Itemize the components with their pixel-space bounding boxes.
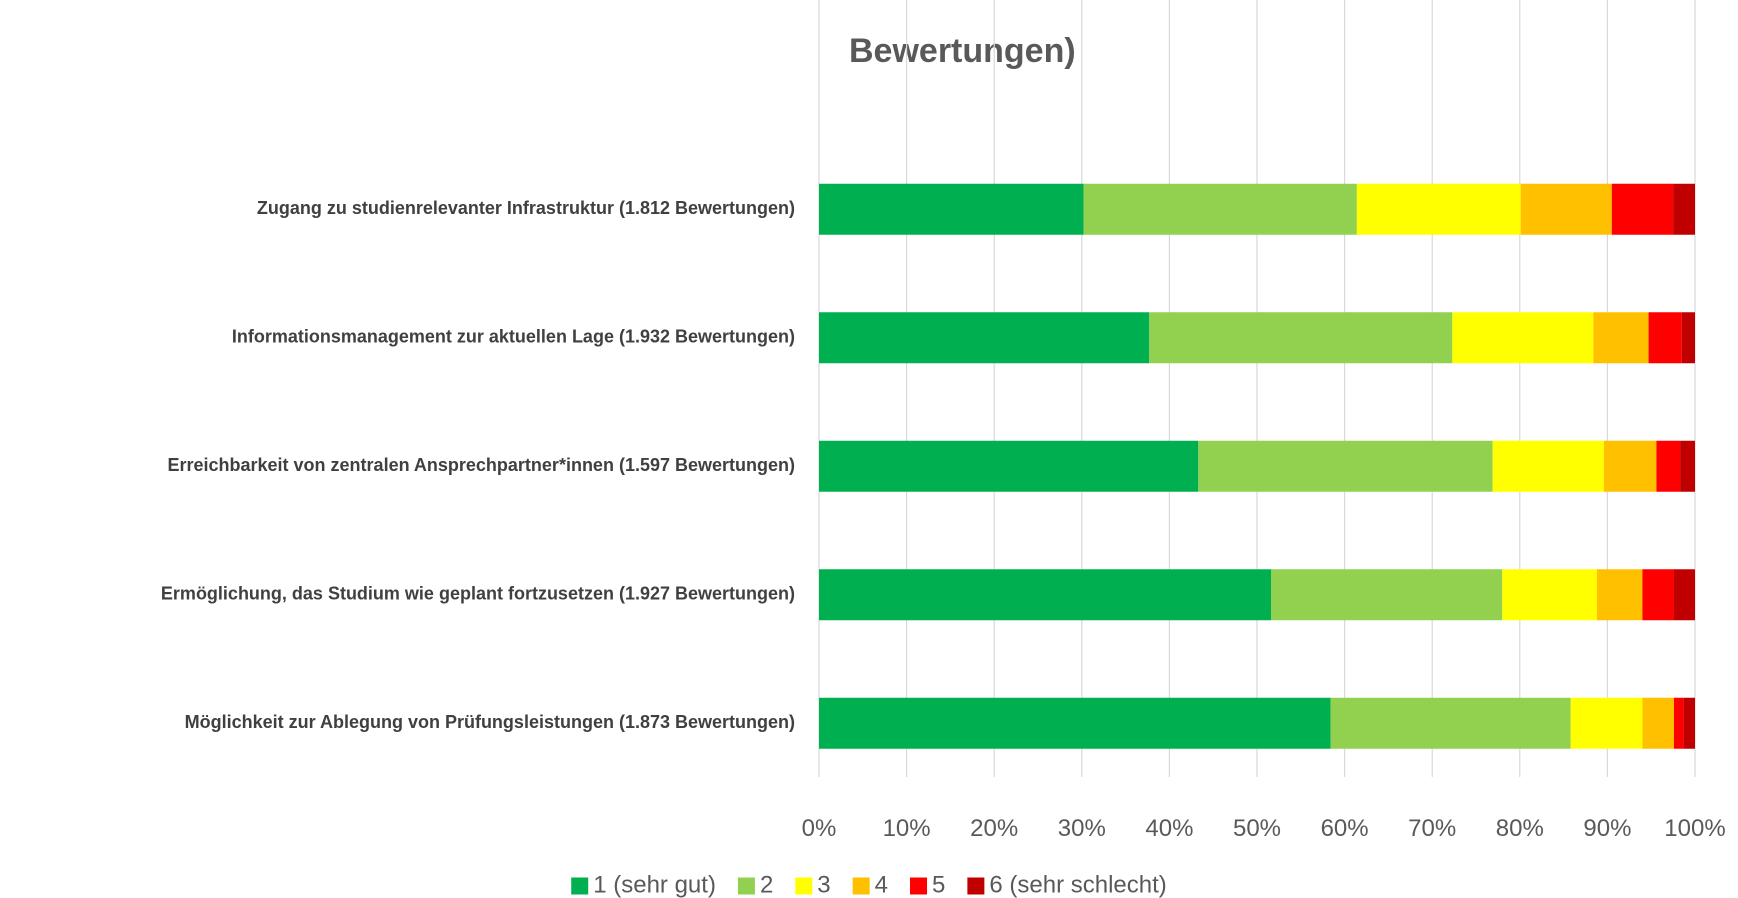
x-tick-label: 50% — [1233, 815, 1281, 842]
x-tick-label: 0% — [802, 815, 837, 842]
bar-segment — [1149, 312, 1453, 364]
bar-segment — [1603, 440, 1657, 492]
bar-segment — [1681, 312, 1695, 364]
bar-segment — [1356, 183, 1521, 235]
legend-swatch — [967, 877, 985, 895]
bar-segment — [1271, 569, 1503, 621]
legend: 1 (sehr gut) 2 3 4 5 6 (sehr schlecht) — [571, 871, 1167, 898]
bar-segment — [1656, 440, 1681, 492]
category-label: Erreichbarkeit von zentralen Ansprechpar… — [167, 455, 795, 475]
bar-segment — [1596, 569, 1643, 621]
x-tick-label: 40% — [1145, 815, 1193, 842]
legend-label: 6 (sehr schlecht) — [989, 871, 1166, 898]
legend-label: 4 — [875, 871, 888, 898]
bar-segment — [819, 569, 1272, 621]
bar-segment — [819, 312, 1150, 364]
bar-segment — [819, 183, 1084, 235]
bar-segment — [1492, 440, 1604, 492]
grid — [818, 0, 1696, 777]
bar-segment — [819, 697, 1331, 749]
bar-segment — [1330, 697, 1571, 749]
x-tick-label: 90% — [1583, 815, 1631, 842]
x-tick-label: 80% — [1496, 815, 1544, 842]
x-tick-label: 100% — [1664, 815, 1725, 842]
bar-segment — [1198, 440, 1493, 492]
x-tick-label: 70% — [1408, 815, 1456, 842]
category-label: Ermöglichung, das Studium wie geplant fo… — [161, 584, 795, 604]
bar-segment — [1502, 569, 1597, 621]
category-label: Zugang zu studienrelevanter Infrastruktu… — [257, 198, 795, 218]
category-label: Möglichkeit zur Ablegung von Prüfungslei… — [185, 712, 795, 732]
x-tick-label: 10% — [883, 815, 931, 842]
legend-label: 2 — [760, 871, 773, 898]
x-tick-label: 20% — [970, 815, 1018, 842]
chart-title: Bewertungen) — [849, 32, 1076, 70]
legend-swatch — [795, 877, 813, 895]
bar-segment — [1673, 569, 1695, 621]
bar-segment — [1642, 697, 1674, 749]
bar-segment — [1642, 569, 1674, 621]
bar-segment — [819, 440, 1199, 492]
bar-segment — [1520, 183, 1612, 235]
bar-segment — [1452, 312, 1594, 364]
legend-swatch — [737, 877, 755, 895]
bar-segment — [1683, 697, 1695, 749]
x-tick-label: 30% — [1058, 815, 1106, 842]
legend-label: 3 — [817, 871, 830, 898]
bar-segment — [1673, 697, 1684, 749]
bar-segment — [1593, 312, 1649, 364]
bar-segment — [1648, 312, 1682, 364]
legend-swatch — [852, 877, 870, 895]
bar-segment — [1680, 440, 1695, 492]
category-label: Informationsmanagement zur aktuellen Lag… — [232, 327, 795, 347]
x-tick-label: 60% — [1321, 815, 1369, 842]
legend-label: 1 (sehr gut) — [593, 871, 716, 898]
bar-segment — [1611, 183, 1674, 235]
legend-swatch — [910, 877, 928, 895]
bar-segment — [1570, 697, 1643, 749]
legend-swatch — [571, 877, 589, 895]
legend-label: 5 — [932, 871, 945, 898]
bar-segment — [1083, 183, 1357, 235]
bar-segment — [1673, 183, 1695, 235]
